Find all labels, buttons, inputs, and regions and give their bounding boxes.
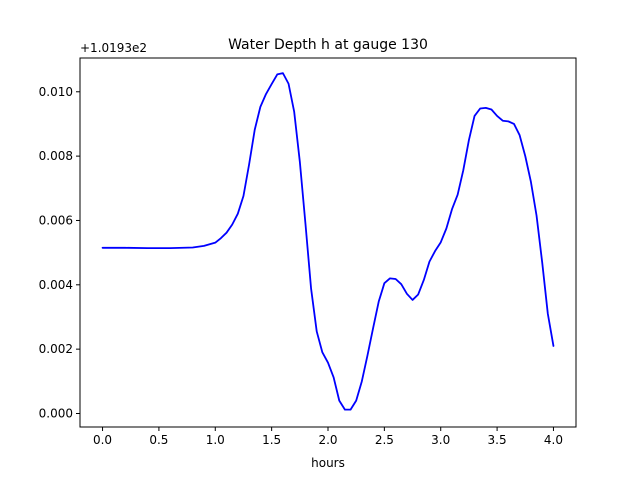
x-tick-label: 1.5 <box>262 433 281 447</box>
x-tick-label: 1.0 <box>206 433 225 447</box>
y-tick-label: 0.010 <box>39 85 73 99</box>
x-axis-label: hours <box>311 456 345 470</box>
y-tick-label: 0.004 <box>39 278 73 292</box>
y-tick-label: 0.002 <box>39 342 73 356</box>
x-tick-label: 3.5 <box>488 433 507 447</box>
y-tick-label: 0.008 <box>39 149 73 163</box>
y-tick-label: 0.000 <box>39 406 73 420</box>
x-tick-label: 3.0 <box>431 433 450 447</box>
x-tick-label: 4.0 <box>544 433 563 447</box>
x-tick-label: 2.0 <box>318 433 337 447</box>
chart-title: Water Depth h at gauge 130 <box>228 37 428 53</box>
series-line-0 <box>101 72 555 411</box>
y-axis-offset-label: +1.0193e2 <box>80 41 147 55</box>
x-tick-label: 2.5 <box>375 433 394 447</box>
x-tick-label: 0.5 <box>149 433 168 447</box>
y-tick-label: 0.006 <box>39 213 73 227</box>
x-tick-label: 0.0 <box>93 433 112 447</box>
plot-area: 0.0 0.5 1.0 1.5 2.0 2.5 3.0 3.5 4.0 0.000 0.002 0.0… <box>39 57 577 447</box>
